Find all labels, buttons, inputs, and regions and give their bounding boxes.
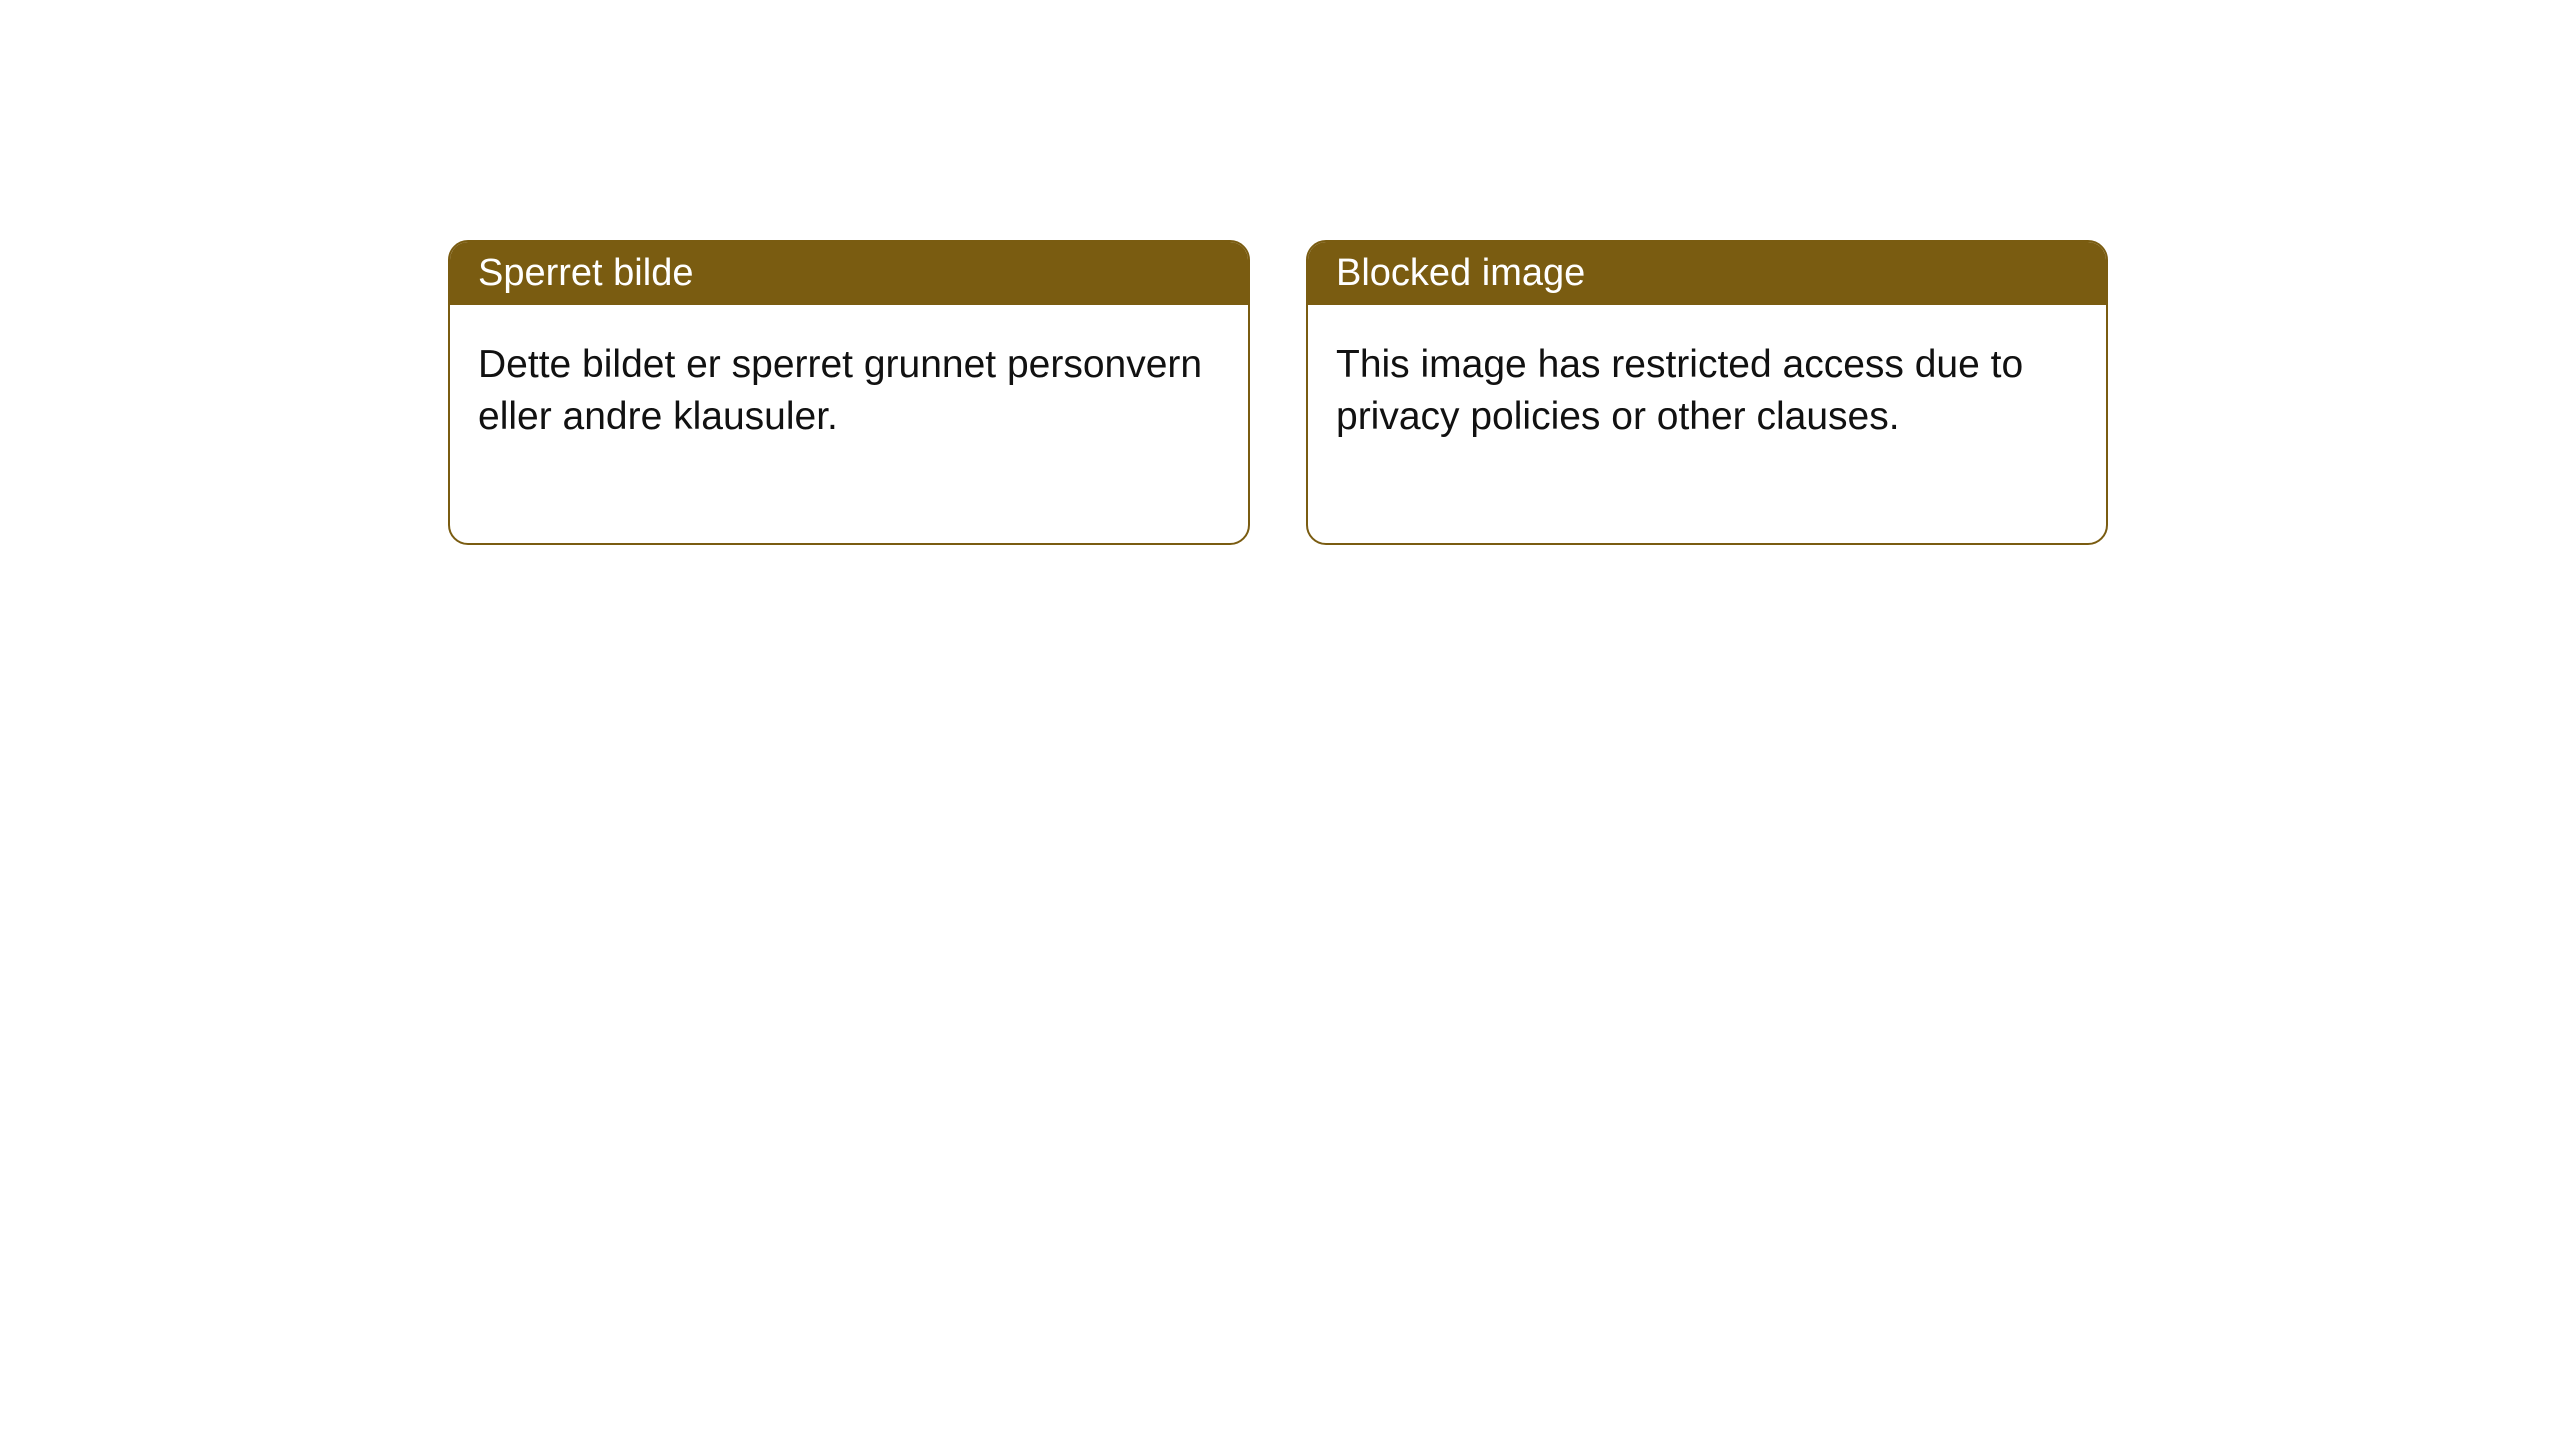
card-header: Blocked image xyxy=(1308,242,2106,305)
card-body-text: Dette bildet er sperret grunnet personve… xyxy=(478,343,1202,438)
notice-container: Sperret bilde Dette bildet er sperret gr… xyxy=(0,0,2560,545)
card-body-text: This image has restricted access due to … xyxy=(1336,343,2023,438)
card-body: This image has restricted access due to … xyxy=(1308,305,2106,543)
notice-card-english: Blocked image This image has restricted … xyxy=(1306,240,2108,545)
card-header: Sperret bilde xyxy=(450,242,1248,305)
card-title: Sperret bilde xyxy=(478,252,693,294)
card-body: Dette bildet er sperret grunnet personve… xyxy=(450,305,1248,543)
notice-card-norwegian: Sperret bilde Dette bildet er sperret gr… xyxy=(448,240,1250,545)
card-title: Blocked image xyxy=(1336,252,1585,294)
